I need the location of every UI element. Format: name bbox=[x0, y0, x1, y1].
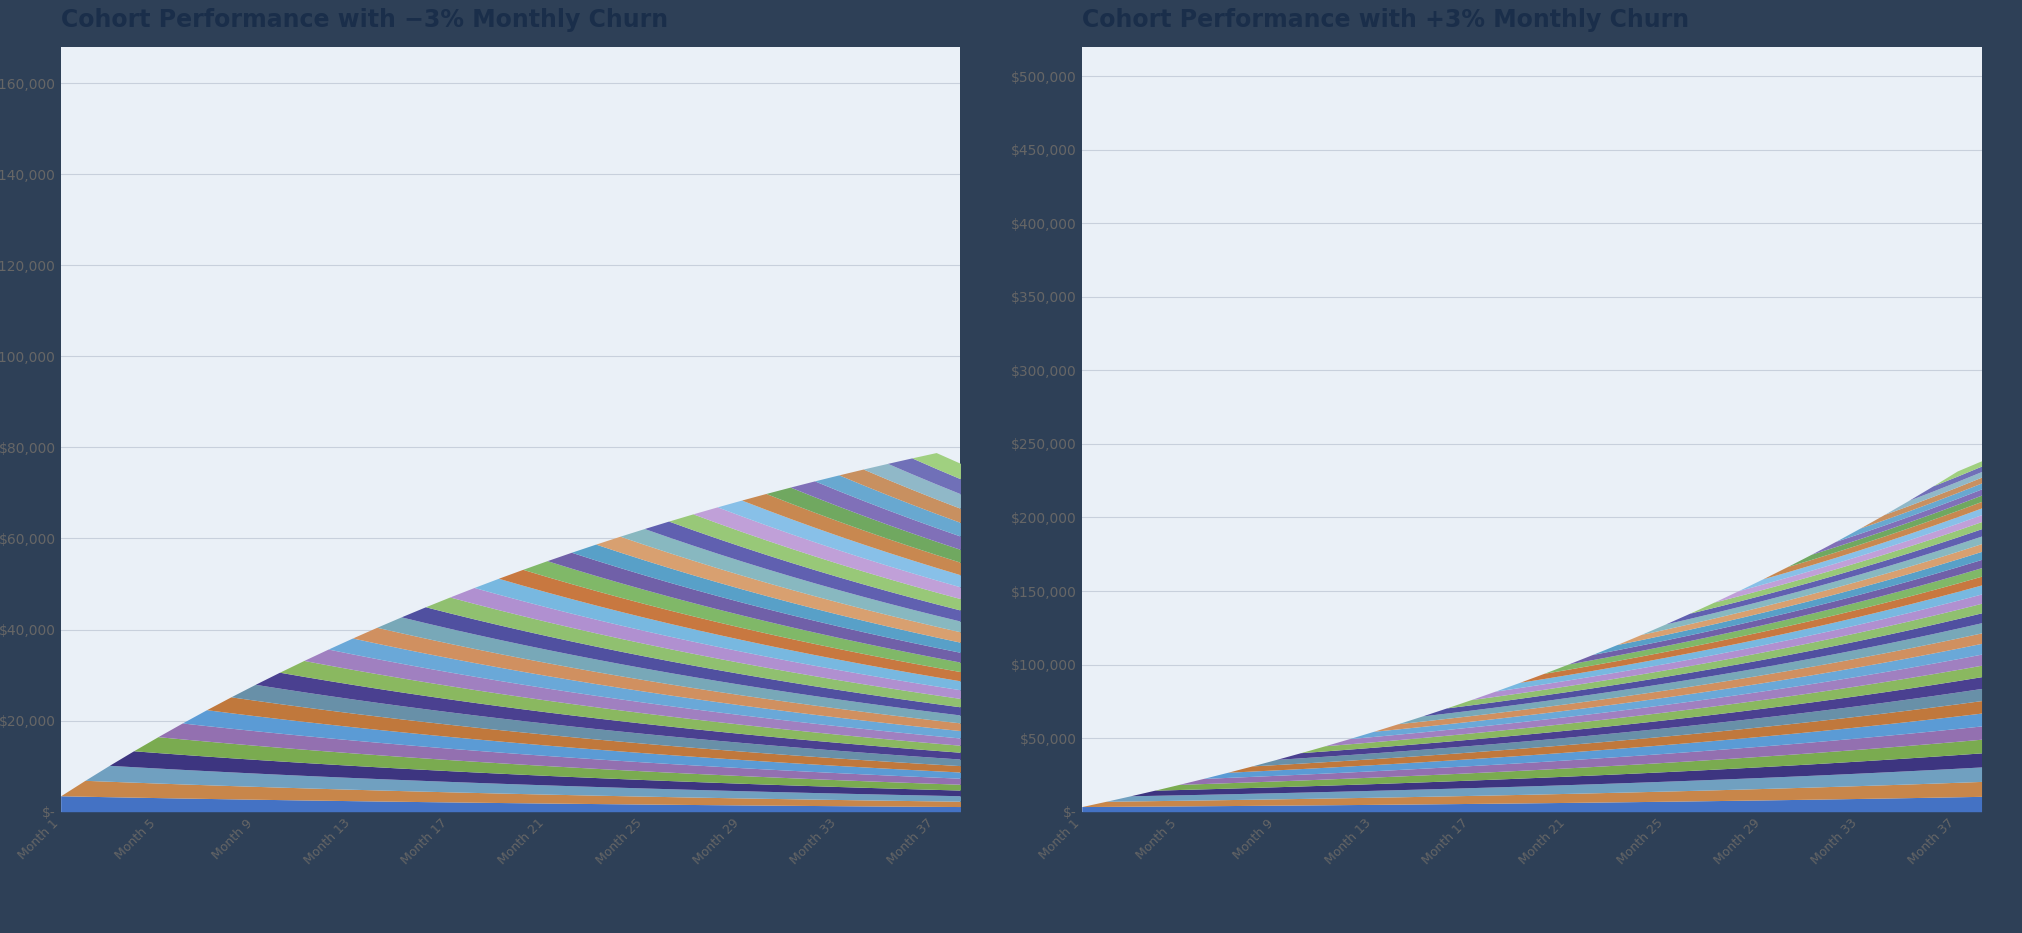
Text: Cohort Performance with −3% Monthly Churn: Cohort Performance with −3% Monthly Chur… bbox=[61, 8, 667, 33]
Text: Cohort Performance with +3% Monthly Churn: Cohort Performance with +3% Monthly Chur… bbox=[1082, 8, 1688, 33]
